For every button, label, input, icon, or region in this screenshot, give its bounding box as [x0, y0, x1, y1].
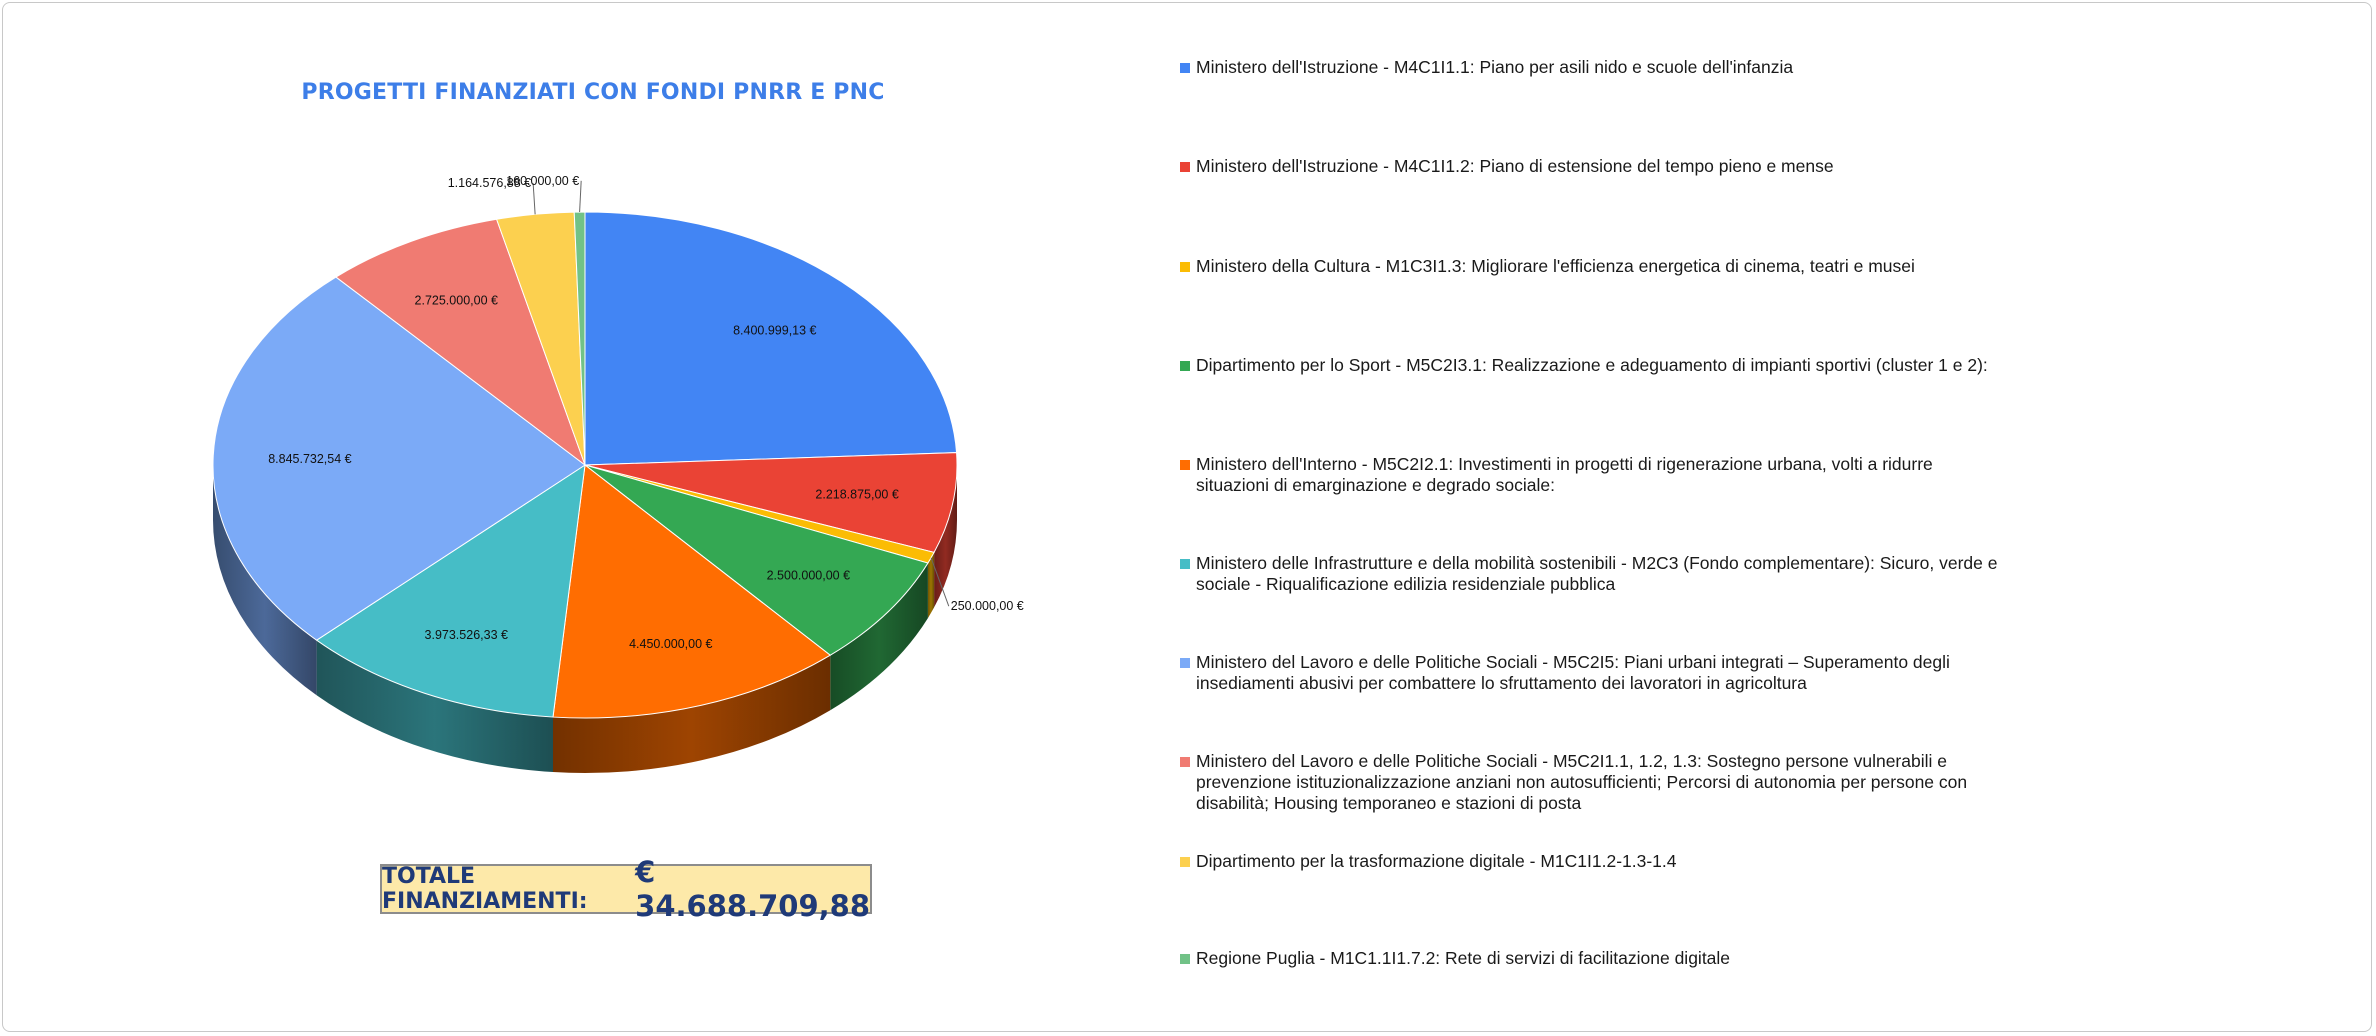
- legend-swatch: [1180, 658, 1190, 668]
- legend-label: Dipartimento per la trasformazione digit…: [1196, 851, 1677, 871]
- slice-8-data-label: 2.725.000,00 €: [415, 294, 498, 308]
- legend-label: Ministero dell'Istruzione - M4C1I1.2: Pi…: [1196, 156, 1834, 176]
- slice-10-leader-line: [579, 180, 582, 213]
- slice-3-data-label: 250.000,00 €: [951, 599, 1024, 613]
- total-funding-value: € 34.688.709,88: [635, 855, 871, 923]
- legend-label: Ministero dell'Istruzione - M4C1I1.1: Pi…: [1196, 57, 1794, 77]
- legend-label: Regione Puglia - M1C1.1I1.7.2: Rete di s…: [1196, 948, 1731, 968]
- legend-swatch: [1180, 954, 1190, 964]
- slice-6-data-label: 3.973.526,33 €: [425, 628, 508, 642]
- legend-swatch: [1180, 460, 1190, 470]
- total-funding-box: TOTALE FINANZIAMENTI: € 34.688.709,88: [380, 855, 872, 923]
- legend-item: Ministero dell'Interno - M5C2I2.1: Inves…: [1180, 454, 2000, 496]
- slice-7: [212, 276, 586, 641]
- legend-item: Dipartimento per la trasformazione digit…: [1180, 851, 2000, 872]
- legend-item: Ministero dell'Istruzione - M4C1I1.1: Pi…: [1180, 57, 2000, 78]
- legend-swatch: [1180, 857, 1190, 867]
- slice-5: [552, 464, 832, 719]
- legend-item: Dipartimento per lo Sport - M5C2I3.1: Re…: [1180, 355, 2000, 376]
- slice-4-side: [830, 563, 928, 711]
- slice-7-side: [213, 465, 317, 696]
- slice-5-side: [552, 655, 831, 773]
- slice-2-side: [934, 465, 957, 608]
- pie-data-labels: 8.400.999,13 € 2.218.875,00 € 250.000,00 €…: [268, 174, 1024, 651]
- slice-5-data-label: 4.450.000,00 €: [629, 637, 712, 651]
- legend-label: Ministero delle Infrastrutture e della m…: [1196, 553, 1998, 594]
- legend-label: Dipartimento per lo Sport - M5C2I3.1: Re…: [1196, 355, 1988, 375]
- slice-9-leader-line: [532, 183, 536, 215]
- legend-swatch: [1180, 162, 1190, 172]
- slice-8: [335, 218, 587, 467]
- slice-1: [584, 211, 958, 466]
- slice-10-data-label: 160.000,00 €: [506, 174, 579, 188]
- legend-swatch: [1180, 361, 1190, 371]
- legend-item: Ministero delle Infrastrutture e della m…: [1180, 553, 2000, 595]
- pie-side-walls: [213, 465, 957, 773]
- legend-swatch: [1180, 262, 1190, 272]
- slice-6: [315, 463, 586, 718]
- legend-item: Ministero del Lavoro e delle Politiche S…: [1180, 652, 2000, 694]
- legend-item: Ministero della Cultura - M1C3I1.3: Migl…: [1180, 256, 2000, 277]
- slice-4-data-label: 2.500.000,00 €: [767, 568, 850, 582]
- slice-1-data-label: 8.400.999,13 €: [733, 323, 816, 337]
- legend-swatch: [1180, 63, 1190, 73]
- slice-6-side: [316, 640, 553, 773]
- legend-label: Ministero del Lavoro e delle Politiche S…: [1196, 751, 1968, 813]
- slice-7-data-label: 8.845.732,54 €: [268, 452, 351, 466]
- slice-2-data-label: 2.218.875,00 €: [815, 487, 898, 501]
- legend-item: Ministero dell'Istruzione - M4C1I1.2: Pi…: [1180, 156, 2000, 177]
- legend-label: Ministero della Cultura - M1C3I1.3: Migl…: [1196, 256, 1915, 276]
- legend-label: Ministero del Lavoro e delle Politiche S…: [1196, 652, 1950, 693]
- legend-swatch: [1180, 559, 1190, 569]
- slice-2: [584, 452, 958, 553]
- slice-9-data-label: 1.164.576,88 €: [448, 176, 531, 190]
- legend-swatch: [1180, 757, 1190, 767]
- slice-4: [584, 464, 929, 656]
- legend-item: Ministero del Lavoro e delle Politiche S…: [1180, 751, 2000, 814]
- slice-3-side: [927, 552, 935, 619]
- slice-3-leader-line: [930, 557, 950, 607]
- total-funding-label: TOTALE FINANZIAMENTI:: [382, 864, 588, 914]
- legend-label: Ministero dell'Interno - M5C2I2.1: Inves…: [1196, 454, 1933, 495]
- chart-title: PROGETTI FINANZIATI CON FONDI PNRR E PNC: [301, 80, 885, 105]
- legend-item: Regione Puglia - M1C1.1I1.7.2: Rete di s…: [1180, 948, 2000, 969]
- pie-chart: 8.400.999,13 € 2.218.875,00 € 250.000,00 €…: [212, 174, 1024, 773]
- pie-top: [212, 211, 958, 719]
